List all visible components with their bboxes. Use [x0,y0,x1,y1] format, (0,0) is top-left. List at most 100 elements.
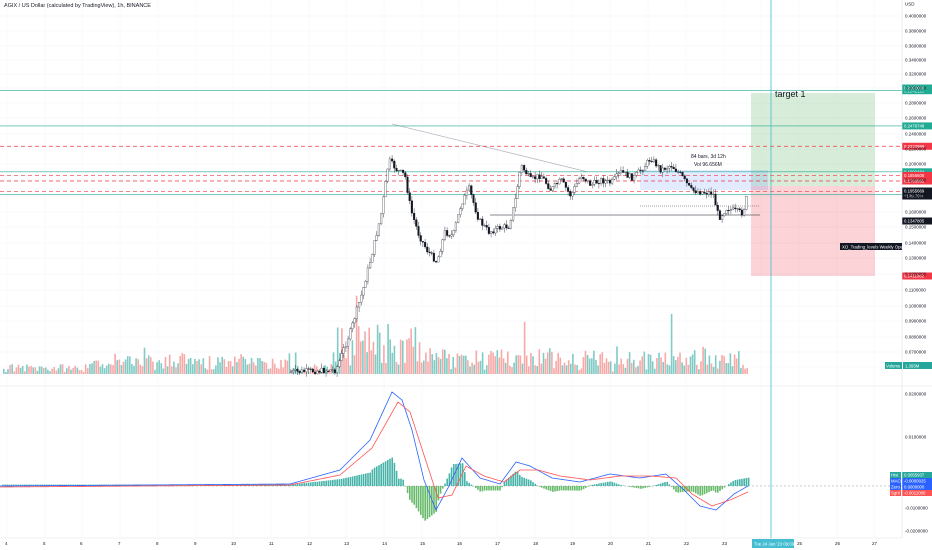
volume-bar [341,328,343,374]
level-tag [902,122,932,130]
volume-bar [353,355,356,374]
candle [485,225,488,228]
volume-bar [546,352,549,374]
volume-bar [66,368,68,374]
candle [494,228,497,234]
volume-bar [607,361,610,374]
macd-hist-bar [37,484,39,486]
volume-bar [664,352,667,374]
volume-bar [294,352,297,374]
candle [509,220,512,229]
macd-hist-bar [2,484,4,486]
volume-bar [57,368,60,374]
macd-hist-bar [455,463,457,486]
candle [439,251,442,258]
volume-bar [47,369,49,374]
macd-hist-bar [167,484,169,486]
candle [294,369,297,371]
macd-hist-bar [310,482,312,486]
volume-bar [658,352,660,374]
macd-hist-bar [620,485,622,486]
volume-bar [404,362,406,374]
candle [432,252,435,262]
price-tick: 0.0900000 [905,319,927,324]
price-tag [902,272,932,280]
macd-tick: -0.0200000 [905,529,928,534]
macd-hist-bar [534,483,536,486]
volume-bar [681,362,683,374]
volume-bar [265,362,268,374]
time-tick: 15 [420,541,426,546]
volume-bar [507,351,509,374]
candle [683,175,686,179]
cursor-time-tag [752,539,794,548]
price-tag-label: 0.2996000 [904,86,925,91]
candle [329,369,332,372]
macd-hist-bar [477,486,479,490]
volume-bar [481,352,484,374]
volume-bar [588,358,591,374]
macd-hist-bar [536,485,539,486]
volume-bar [534,365,536,374]
volume-bar [326,366,328,374]
range-box[interactable] [640,170,768,190]
volume-bar [469,366,471,374]
volume-bar [423,360,425,374]
macd-hist-bar [15,484,17,486]
macd-pane: 0.0200000 0.0100000 0.0000000 -0.0100000 -0.… [0,385,932,534]
volume-bar [651,361,654,374]
macd-hist-bar [387,460,389,486]
volume-bar [595,360,597,374]
volume-bar [84,364,87,374]
macd-hist-bar [602,482,605,486]
volume-bar [647,353,650,374]
volume-bar [486,365,488,374]
macd-hist-bar [499,486,501,491]
volume-bar [80,369,83,374]
candle [668,166,671,169]
candle [450,234,453,237]
candle [459,208,462,215]
volume-bar [45,367,47,374]
volume-bar [626,358,629,374]
candle [630,173,633,181]
volume-bar [357,326,360,374]
price-axis[interactable]: USD 0.4000000 0.3800000 0.3600000 0.3400000 0… [901,0,927,538]
volume-bar [628,352,631,374]
macd-hist-bar [8,484,11,486]
volume-bar [393,345,396,374]
candle [573,186,576,193]
candle [402,169,405,173]
volume-bar [381,362,383,374]
trend-line[interactable] [391,123,589,173]
level-tag-label: 0.1902484 [904,169,925,174]
macd-hist-bar [633,486,635,488]
loss-zone[interactable] [751,186,875,276]
volume-bar [185,363,188,374]
candle [437,256,440,263]
volume-bar [427,361,429,374]
volume-bar [454,367,457,374]
macd-hist-bar [294,484,297,486]
macd-hist-bar [532,482,534,486]
macd-hist-bar [741,478,743,486]
volume-bar [99,366,102,374]
candle [666,167,669,170]
macd-hist-bar [508,477,510,486]
price-tag [902,192,932,200]
volume-bar [416,361,419,374]
candle [384,181,387,198]
volume-bar [105,365,108,374]
candle [685,178,688,184]
candle [690,185,693,188]
level-tag [902,142,932,150]
macd-hist-bar [448,473,451,486]
price-tag [902,217,932,225]
macd-hist-bar [580,486,583,491]
candle [303,369,306,372]
candle [677,171,680,173]
time-axis[interactable]: 4567891011121314151617181920212223242526… [5,541,878,546]
macd-hist-bar [378,465,380,486]
profit-zone[interactable] [751,93,875,186]
